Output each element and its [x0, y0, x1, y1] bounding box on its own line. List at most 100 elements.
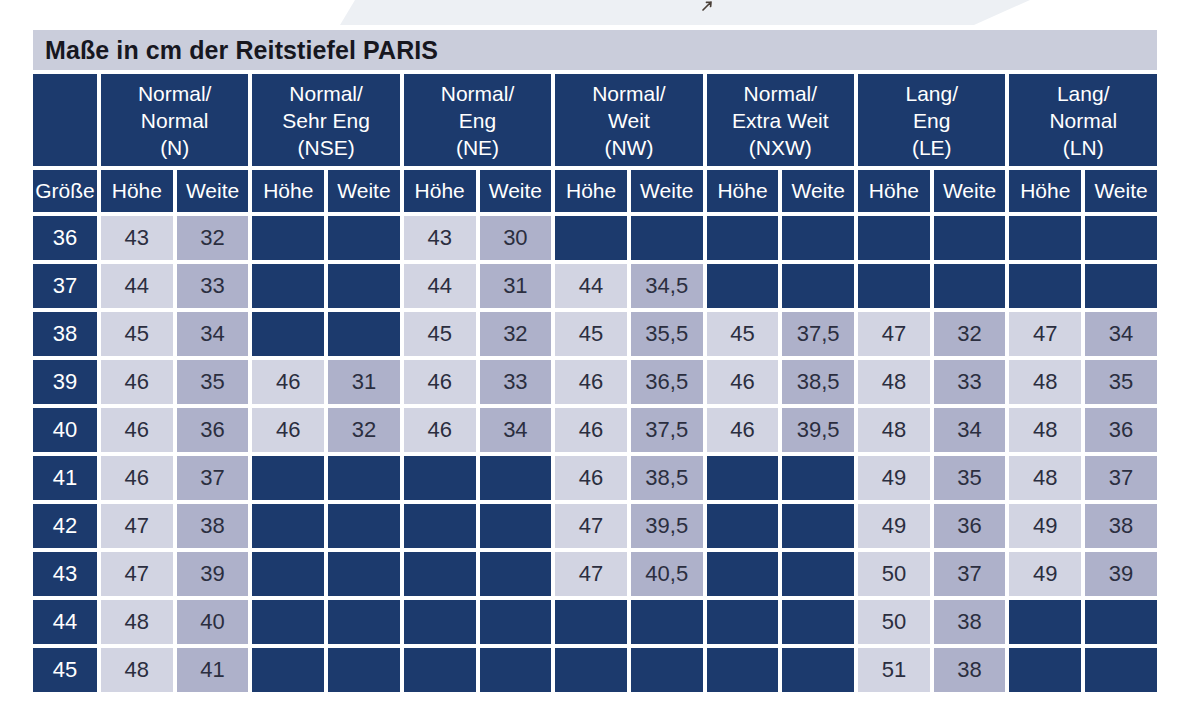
empty-cell — [328, 648, 400, 692]
group-header-line: (LE) — [858, 134, 1005, 161]
weite-cell: 33 — [480, 360, 552, 404]
weite-cell: 37 — [177, 456, 249, 500]
table-row: 4548415138 — [33, 648, 1157, 692]
hoehe-cell: 51 — [858, 648, 930, 692]
weite-cell: 31 — [480, 264, 552, 308]
weite-cell: 32 — [934, 312, 1006, 356]
empty-cell — [631, 648, 703, 692]
table-row: 4448405038 — [33, 600, 1157, 644]
size-table-grid: Normal/Normal(N)Normal/Sehr Eng(NSE)Norm… — [29, 70, 1161, 696]
col-header-weite: Weite — [782, 170, 854, 212]
weite-cell: 35 — [177, 360, 249, 404]
weite-cell: 38 — [934, 648, 1006, 692]
hoehe-cell: 46 — [555, 456, 627, 500]
empty-cell — [555, 216, 627, 260]
empty-cell — [707, 216, 779, 260]
col-header-hoehe: Höhe — [555, 170, 627, 212]
empty-cell — [1085, 264, 1157, 308]
empty-cell — [328, 600, 400, 644]
corner-cell — [33, 74, 97, 166]
page: Maße in cm der Reitstiefel PARIS Normal/… — [0, 0, 1200, 722]
row-header-size: 36 — [33, 216, 97, 260]
weite-cell: 38 — [177, 504, 249, 548]
weite-cell: 40 — [177, 600, 249, 644]
empty-cell — [252, 216, 324, 260]
weite-cell: 34 — [934, 408, 1006, 452]
weite-cell: 37,5 — [631, 408, 703, 452]
col-header-hoehe: Höhe — [252, 170, 324, 212]
empty-cell — [782, 504, 854, 548]
empty-cell — [404, 648, 476, 692]
col-header-weite: Weite — [177, 170, 249, 212]
empty-cell — [328, 216, 400, 260]
hoehe-cell: 47 — [555, 552, 627, 596]
group-header-line: (NW) — [555, 134, 702, 161]
empty-cell — [252, 264, 324, 308]
hoehe-cell: 43 — [404, 216, 476, 260]
empty-cell — [252, 456, 324, 500]
empty-cell — [1085, 648, 1157, 692]
empty-cell — [782, 552, 854, 596]
empty-cell — [480, 504, 552, 548]
empty-cell — [707, 504, 779, 548]
empty-cell — [707, 456, 779, 500]
empty-cell — [480, 648, 552, 692]
empty-cell — [480, 552, 552, 596]
table-title: Maße in cm der Reitstiefel PARIS — [33, 30, 1157, 70]
hoehe-cell: 46 — [101, 408, 173, 452]
group-header-line: (NSE) — [252, 134, 399, 161]
group-header-line: (N) — [101, 134, 248, 161]
group-header-line: Lang/ — [858, 80, 1005, 107]
group-header-line: Lang/ — [1009, 80, 1157, 107]
empty-cell — [555, 648, 627, 692]
empty-cell — [404, 456, 476, 500]
hoehe-cell: 47 — [858, 312, 930, 356]
weite-cell: 32 — [177, 216, 249, 260]
hoehe-cell: 46 — [555, 408, 627, 452]
group-header-4: Normal/Extra Weit(NXW) — [707, 74, 854, 166]
row-header-size: 45 — [33, 648, 97, 692]
hoehe-cell: 47 — [101, 504, 173, 548]
hoehe-cell: 46 — [555, 360, 627, 404]
weite-cell: 34 — [177, 312, 249, 356]
empty-cell — [328, 264, 400, 308]
hoehe-cell: 44 — [101, 264, 173, 308]
col-header-weite: Weite — [934, 170, 1006, 212]
hoehe-cell: 45 — [707, 312, 779, 356]
hoehe-cell: 47 — [555, 504, 627, 548]
weite-cell: 36,5 — [631, 360, 703, 404]
group-header-line: Weit — [555, 107, 702, 134]
weite-cell: 35,5 — [631, 312, 703, 356]
empty-cell — [328, 552, 400, 596]
row-header-size: 38 — [33, 312, 97, 356]
group-header-line: Eng — [858, 107, 1005, 134]
hoehe-cell: 44 — [404, 264, 476, 308]
hoehe-cell: 50 — [858, 552, 930, 596]
group-header-row: Normal/Normal(N)Normal/Sehr Eng(NSE)Norm… — [33, 74, 1157, 166]
weite-cell: 34,5 — [631, 264, 703, 308]
empty-cell — [782, 648, 854, 692]
size-table: Maße in cm der Reitstiefel PARIS Normal/… — [33, 30, 1157, 696]
group-header-3: Normal/Weit(NW) — [555, 74, 702, 166]
group-header-line: Normal/ — [404, 80, 551, 107]
weite-cell: 33 — [177, 264, 249, 308]
table-row: 3643324330 — [33, 216, 1157, 260]
weite-cell: 37 — [1085, 456, 1157, 500]
weite-cell: 39,5 — [631, 504, 703, 548]
weite-cell: 39 — [1085, 552, 1157, 596]
group-header-line: Normal/ — [101, 80, 248, 107]
hoehe-cell: 46 — [252, 408, 324, 452]
weite-cell: 31 — [328, 360, 400, 404]
row-header-size: 44 — [33, 600, 97, 644]
col-header-weite: Weite — [328, 170, 400, 212]
empty-cell — [252, 312, 324, 356]
empty-cell — [934, 264, 1006, 308]
weite-cell: 35 — [934, 456, 1006, 500]
col-header-weite: Weite — [1085, 170, 1157, 212]
table-row: 404636463246344637,54639,548344836 — [33, 408, 1157, 452]
mouse-cursor-icon — [700, 0, 716, 12]
hoehe-cell: 48 — [101, 600, 173, 644]
hoehe-cell: 49 — [1009, 504, 1081, 548]
hoehe-cell: 46 — [707, 360, 779, 404]
hoehe-cell: 46 — [404, 360, 476, 404]
